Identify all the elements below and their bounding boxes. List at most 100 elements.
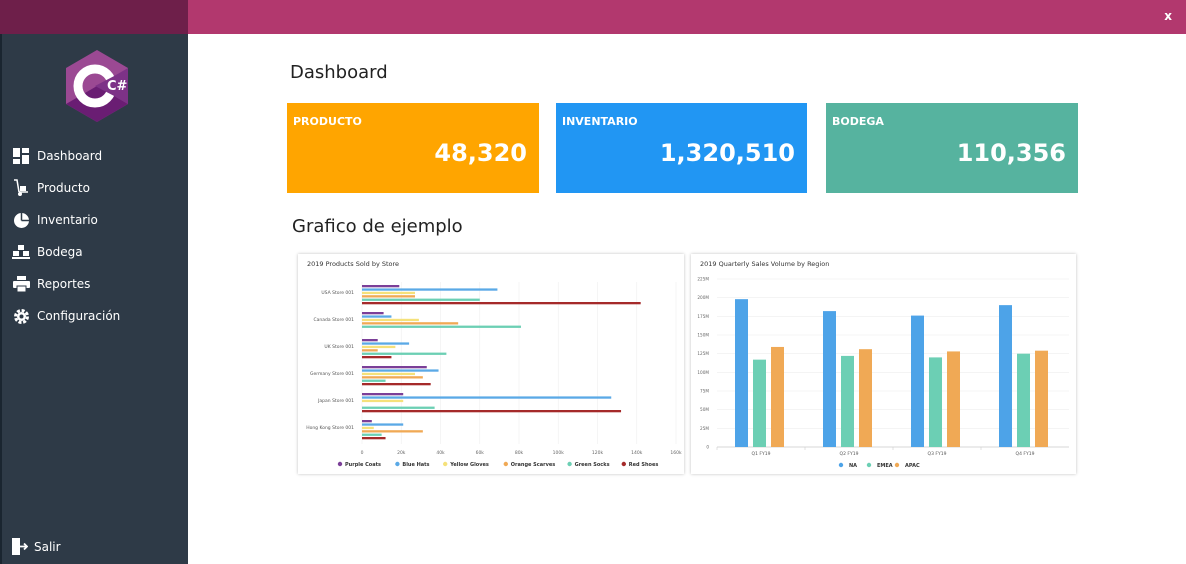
x-category-label: Q3 FY19 (928, 451, 947, 457)
card-value: 48,320 (434, 139, 527, 167)
charts-section-title: Grafico de ejemplo (292, 216, 463, 237)
bar (362, 379, 386, 382)
bar (735, 299, 748, 447)
quarterly-sales-svg: 0 25M 50M 75M 100M 125M 150M 175M 200M 225M Q1 FY1… (697, 277, 1069, 469)
legend-marker (567, 461, 572, 467)
bar (362, 383, 431, 386)
bar (362, 376, 423, 379)
bar (362, 393, 404, 396)
bar (362, 420, 372, 423)
legend-label: Green Socks (575, 462, 610, 468)
card-inventario[interactable]: INVENTARIO 1,320,510 (556, 103, 807, 193)
bar (362, 342, 410, 345)
y-category-label: Japan Store 001 (317, 398, 354, 404)
dashboard-icon (12, 147, 30, 165)
logout-label: Salir (34, 540, 61, 554)
x-tick-label: 0 (361, 450, 364, 456)
legend-marker (443, 461, 448, 467)
bar (362, 356, 392, 359)
bar (911, 315, 924, 447)
sidebar-item-label: Bodega (37, 245, 83, 259)
bar (362, 288, 498, 291)
bar (823, 311, 836, 447)
bar (362, 298, 480, 301)
sidebar-menu: Dashboard Producto Inventario Bodega Rep… (12, 140, 120, 332)
sidebar-item-label: Inventario (37, 213, 98, 227)
y-category-label: UK Store 001 (324, 344, 354, 350)
bar (1035, 350, 1048, 447)
sidebar-item-reportes[interactable]: Reportes (12, 268, 120, 300)
bar (1017, 353, 1030, 447)
y-category-label: Hong Kong Store 001 (306, 425, 354, 431)
y-tick-label: 150M (697, 333, 709, 338)
sidebar-item-dashboard[interactable]: Dashboard (12, 140, 120, 172)
legend-label: Red Shoes (629, 462, 659, 468)
main-content: Dashboard PRODUCTO 48,320 INVENTARIO 1,3… (188, 34, 1186, 564)
bar (362, 295, 415, 298)
legend-label: EMEA (877, 463, 893, 469)
y-tick-label: 75M (700, 389, 709, 394)
x-tick-label: 60k (476, 450, 485, 456)
y-category-label: Canada Store 001 (314, 317, 355, 323)
printer-icon (12, 275, 30, 293)
x-tick-label: 100k (553, 450, 565, 456)
x-tick-label: 160k (670, 450, 682, 456)
hand-truck-icon (12, 179, 30, 197)
bar (362, 312, 384, 315)
sidebar: C# Dashboard Producto Inventario Bodega … (0, 34, 188, 564)
title-bar: x (0, 0, 1186, 34)
bar (362, 437, 386, 440)
bar (859, 349, 872, 447)
legend-marker (337, 461, 343, 467)
y-tick-label: 100M (697, 370, 709, 375)
bar (362, 399, 404, 403)
bar (362, 318, 419, 322)
bar (362, 352, 447, 355)
x-category-label: Q2 FY19 (840, 451, 859, 457)
legend-marker (894, 462, 900, 468)
bar (362, 325, 521, 328)
sidebar-item-label: Reportes (37, 277, 91, 291)
card-bodega[interactable]: BODEGA 110,356 (826, 103, 1078, 193)
card-label: PRODUCTO (293, 115, 362, 128)
card-label: INVENTARIO (562, 115, 638, 128)
bar (362, 291, 415, 295)
x-tick-label: 40k (436, 450, 445, 456)
bar (929, 357, 942, 447)
legend-label: NA (849, 463, 857, 469)
y-tick-label: 0 (706, 445, 709, 450)
close-button[interactable]: x (1164, 9, 1172, 23)
x-tick-label: 120k (592, 450, 604, 456)
legend-marker (838, 462, 844, 468)
y-tick-label: 200M (697, 295, 709, 300)
bar (947, 351, 960, 447)
y-tick-label: 50M (700, 407, 709, 412)
bar (362, 426, 374, 430)
bar (362, 285, 400, 288)
sidebar-item-producto[interactable]: Producto (12, 172, 120, 204)
products-by-store-svg: 0 20k 40k 60k 80k 100k 120k 140k 160k USA Store 0… (306, 282, 682, 468)
legend-label: Blue Hats (402, 462, 429, 468)
sidebar-item-inventario[interactable]: Inventario (12, 204, 120, 236)
y-tick-label: 175M (697, 314, 709, 319)
legend-marker (503, 461, 508, 467)
products-by-store-chart: 2019 Products Sold by Store 0 20k 40k 60k 80… (298, 254, 684, 474)
logo-glyph: C# (107, 79, 128, 94)
sidebar-item-bodega[interactable]: Bodega (12, 236, 120, 268)
bar (771, 346, 784, 447)
bar (362, 410, 622, 413)
x-category-label: Q1 FY19 (752, 451, 771, 457)
legend-marker (395, 461, 400, 467)
card-producto[interactable]: PRODUCTO 48,320 (287, 103, 539, 193)
bar (362, 322, 459, 325)
x-tick-label: 140k (631, 450, 643, 456)
logout-button[interactable]: Salir (12, 538, 61, 556)
sidebar-item-configuracion[interactable]: Configuración (12, 300, 120, 332)
legend-label: APAC (905, 463, 920, 469)
bar (362, 339, 378, 342)
legend-label: Purple Coats (345, 462, 381, 468)
legend-marker (621, 461, 626, 467)
y-tick-label: 25M (700, 426, 709, 431)
bar (362, 369, 439, 372)
bar (362, 406, 435, 409)
